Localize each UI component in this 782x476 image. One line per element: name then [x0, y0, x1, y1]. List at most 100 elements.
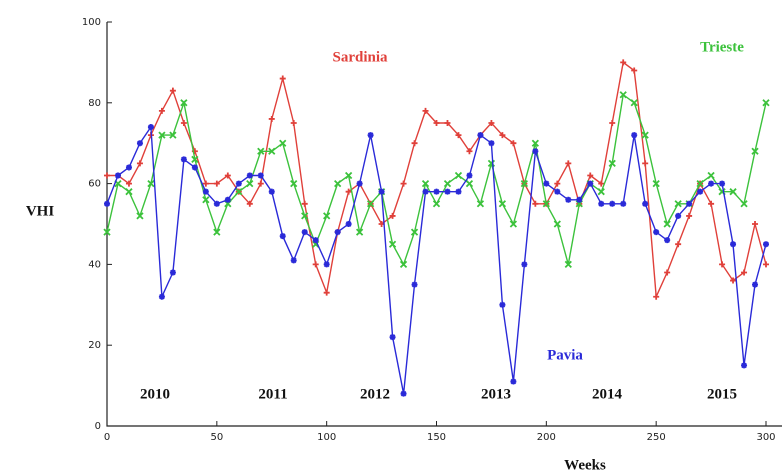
point [323, 261, 330, 268]
point [355, 228, 364, 236]
year-label: 2014 [592, 386, 623, 402]
point [158, 131, 166, 139]
point [312, 237, 319, 244]
point [675, 241, 682, 248]
point [608, 159, 616, 168]
point [642, 200, 649, 207]
point [169, 131, 177, 139]
point [301, 212, 309, 220]
point [202, 180, 209, 187]
point [323, 212, 331, 220]
point [257, 180, 264, 187]
point [630, 99, 638, 107]
point [213, 228, 221, 236]
point [147, 124, 154, 131]
point [213, 180, 220, 187]
point [498, 200, 507, 208]
point [762, 99, 770, 107]
point [312, 261, 319, 268]
point [520, 179, 529, 188]
year-label: 2011 [258, 386, 287, 402]
point [631, 132, 638, 139]
x-tick-label: 150 [427, 432, 446, 443]
point [158, 293, 165, 300]
point [334, 179, 342, 188]
point [235, 180, 242, 187]
point [136, 140, 143, 147]
point [246, 200, 253, 207]
point [388, 240, 397, 248]
point [356, 180, 363, 187]
point [191, 155, 199, 163]
series-line [107, 61, 767, 300]
point [125, 188, 133, 196]
x-tick-label: 300 [756, 432, 775, 443]
point [421, 179, 430, 188]
point [367, 132, 374, 139]
point [411, 140, 418, 147]
point [345, 188, 352, 195]
y-tick-label: 0 [95, 421, 101, 432]
y-tick-label: 40 [88, 259, 101, 270]
point [741, 362, 748, 369]
point [444, 188, 451, 195]
point [488, 140, 495, 147]
year-label: 2015 [707, 386, 737, 402]
point [454, 171, 463, 180]
x-tick-label: 50 [210, 432, 223, 443]
point [488, 120, 495, 126]
point [686, 212, 693, 219]
point [598, 180, 605, 187]
point [411, 281, 418, 288]
point [455, 132, 462, 139]
point [410, 228, 419, 236]
point [400, 390, 407, 397]
point [553, 220, 561, 228]
series-label: Sardinia [332, 49, 388, 65]
point [532, 148, 539, 155]
point [752, 221, 759, 227]
point [191, 164, 198, 171]
series-label: Trieste [700, 39, 744, 55]
point [708, 200, 715, 207]
point [432, 200, 441, 208]
point [542, 200, 550, 208]
point [465, 179, 474, 188]
point [477, 132, 484, 139]
point [136, 160, 143, 167]
point [158, 107, 165, 114]
point [653, 293, 660, 300]
axes [106, 22, 782, 427]
point [674, 200, 682, 208]
point [224, 172, 231, 179]
point [576, 196, 583, 203]
point [631, 67, 638, 74]
point [609, 200, 616, 207]
y-tick-label: 100 [82, 17, 101, 28]
point [389, 334, 396, 341]
x-axis-label: Weeks [564, 457, 606, 473]
point [752, 281, 759, 288]
point [125, 164, 132, 171]
point [213, 200, 220, 207]
point [609, 120, 616, 126]
point [235, 188, 243, 196]
point [499, 132, 506, 139]
point [664, 237, 671, 244]
point [103, 228, 111, 236]
point [290, 257, 297, 264]
point [763, 261, 769, 268]
point [114, 172, 121, 179]
year-label: 2013 [481, 386, 511, 402]
point [268, 115, 275, 122]
point [554, 188, 561, 195]
point [422, 107, 429, 114]
point [597, 188, 605, 196]
point [510, 378, 517, 385]
point [433, 120, 440, 126]
point [180, 99, 188, 107]
point [696, 179, 704, 188]
y-tick-label: 60 [88, 179, 101, 190]
y-axis-label: VHI [26, 203, 55, 219]
